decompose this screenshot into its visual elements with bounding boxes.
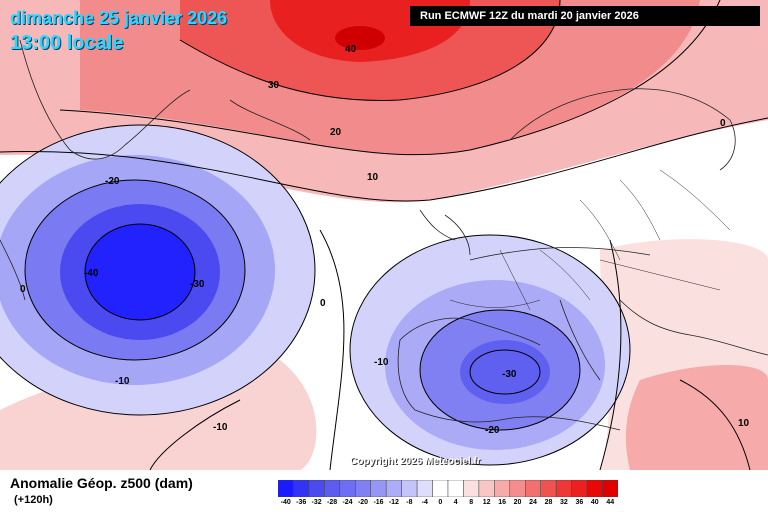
contour-label: -10 [213, 422, 228, 433]
lead-time: (+120h) [14, 494, 53, 506]
scale-tick-label: 20 [513, 499, 522, 506]
scale-swatch [308, 480, 325, 497]
scale-swatch [355, 480, 371, 497]
contour-label: -10 [374, 357, 389, 368]
scale-tick-label: -12 [388, 499, 399, 506]
scale-swatch [494, 480, 511, 497]
scale-swatch [540, 480, 557, 497]
color-scale-bar [278, 480, 618, 497]
scale-swatch [463, 480, 480, 497]
negative-anomaly-west-core [85, 224, 195, 320]
contour-label: 40 [345, 44, 357, 55]
scale-swatch [432, 480, 449, 497]
scale-tick-label: 40 [590, 499, 599, 506]
scale-swatch [416, 480, 433, 497]
scale-tick-label: -16 [373, 499, 384, 506]
variable-title: Anomalie Géop. z500 (dam) [10, 475, 193, 491]
scale-tick-label: 32 [559, 499, 568, 506]
scale-tick-label: -24 [342, 499, 353, 506]
scale-tick-label: 24 [529, 499, 537, 506]
scale-tick-label: 12 [482, 499, 491, 506]
scale-tick-label: 28 [544, 499, 553, 506]
coastlines [0, 39, 768, 431]
scale-tick-label: -28 [327, 499, 338, 506]
positive-anomaly-north-peak [335, 26, 385, 50]
contour-label: 0 [720, 118, 726, 129]
contour-label: -10 [115, 376, 130, 387]
contour-labels: 40 30 20 10 0 0 -20 -40 -30 0 -10 -10 -3… [20, 44, 750, 436]
scale-tick-label: -40 [280, 499, 291, 506]
scale-tick-label: 36 [575, 499, 584, 506]
scale-swatch [293, 480, 310, 497]
scale-swatch [602, 480, 618, 497]
contour-label: -30 [502, 369, 517, 380]
scale-swatch [339, 480, 356, 497]
scale-tick-label: -4 [421, 499, 428, 506]
scale-tick-label: 8 [469, 499, 474, 506]
scale-tick-label: 44 [606, 499, 615, 506]
scale-tick-label: -8 [406, 499, 413, 506]
contour-label: 0 [20, 284, 26, 295]
scale-swatch [278, 480, 294, 497]
negative-anomaly-med-core [460, 340, 550, 404]
scale-tick-label: 16 [498, 499, 506, 506]
contour-label: -30 [190, 279, 205, 290]
contour-label: 30 [268, 80, 280, 91]
forecast-date: dimanche 25 janvier 2026 [10, 8, 228, 28]
scale-swatch [555, 480, 572, 497]
scale-swatch [401, 480, 418, 497]
contour-label: -40 [84, 268, 99, 279]
color-scale-ticks: -40 -36 -32 -28 -24 -20 -16 -12 -8 -4 0 4 8 12 16 20 24 2… [278, 499, 618, 511]
contour-label: 0 [320, 298, 326, 309]
run-info: Run ECMWF 12Z du mardi 20 janvier 2026 [410, 6, 760, 26]
contour-label: 10 [738, 418, 750, 429]
scale-swatch [586, 480, 603, 497]
z500-anomaly-map: 40 30 20 10 0 0 -20 -40 -30 0 -10 -10 -3… [0, 0, 768, 470]
positive-anomaly-southeast [625, 365, 768, 470]
contour-label: 20 [330, 127, 342, 138]
copyright: Copyright 2026 Meteociel.fr [350, 456, 481, 467]
scale-swatch [478, 480, 495, 497]
country-borders [449, 169, 731, 311]
scale-swatch [571, 480, 588, 497]
scale-tick-label: 0 [438, 499, 443, 506]
scale-tick-label: -20 [357, 499, 369, 506]
contour-label: 10 [367, 172, 379, 183]
contour-label: -20 [105, 176, 120, 187]
contour-label: -20 [485, 425, 500, 436]
scale-swatch [324, 480, 341, 497]
forecast-time: 13:00 locale [10, 32, 124, 54]
scale-swatch [370, 480, 387, 497]
contour-lines [0, 0, 768, 470]
scale-tick-label: -32 [311, 499, 322, 506]
scale-swatch [525, 480, 541, 497]
scale-tick-label: 4 [453, 499, 458, 506]
scale-swatch [447, 480, 464, 497]
scale-tick-label: -36 [296, 499, 307, 506]
scale-swatch [509, 480, 526, 497]
scale-swatch [385, 480, 402, 497]
